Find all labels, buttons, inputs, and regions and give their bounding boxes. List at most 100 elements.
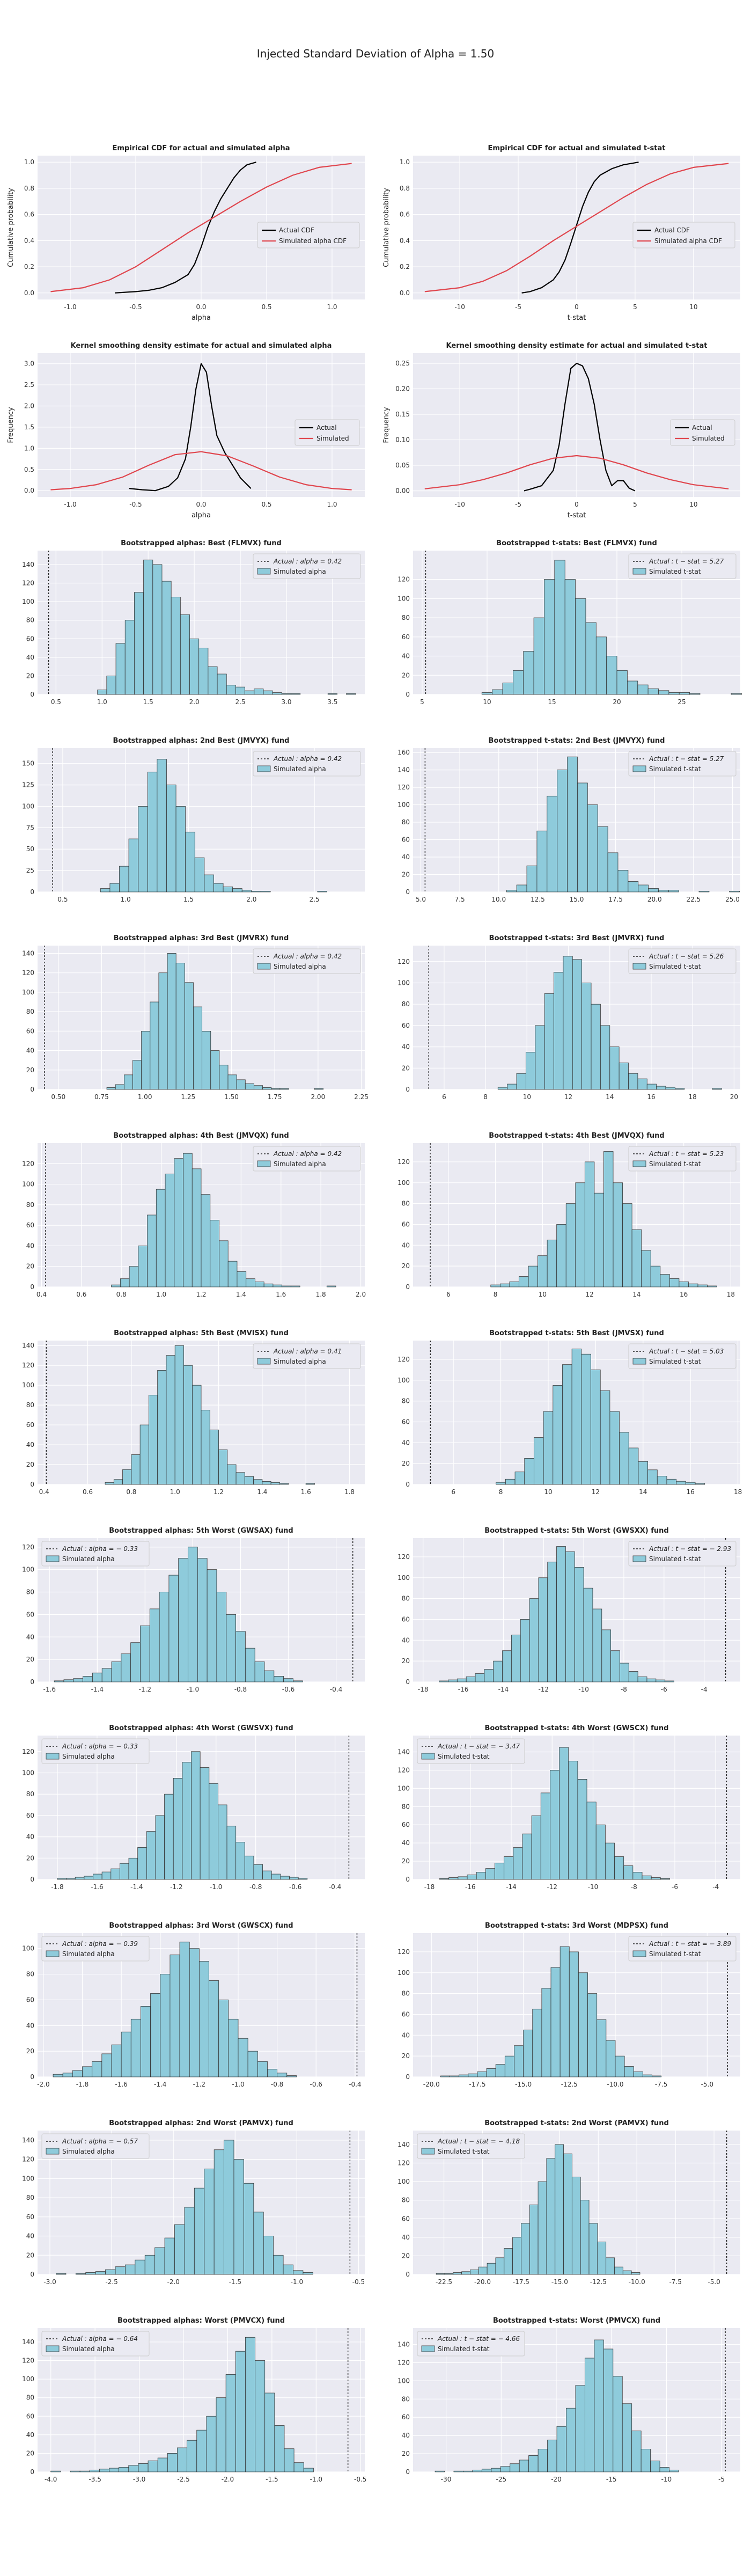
histogram-bar [247, 2051, 258, 2077]
x-tick-label: -12 [538, 1686, 549, 1693]
x-tick-label: 10 [689, 303, 697, 311]
legend-label: Simulated t-stat [649, 765, 701, 773]
histogram-bar [105, 1482, 114, 1485]
chart-svg: -1.0 -0.5 0.0 0.5 1.0 0.0 0.2 0.4 0.6 0.8 1.0 Empir… [7, 144, 365, 322]
chart-svg: -18 -16 -14 -12 -10 -8 -6 -4 0 20 40 60 80 100 120 140 B… [397, 1724, 740, 1891]
histogram-bar [459, 2074, 469, 2077]
y-tick-label: 0.05 [395, 462, 410, 469]
histogram-bar [641, 1250, 651, 1287]
legend-box [41, 1738, 150, 1764]
chart-panel: 5 10 15 20 25 0 20 40 60 80 100 120 Bootstrapped t-s… [376, 529, 751, 727]
histogram-bar [290, 1285, 300, 1287]
histogram-bar [628, 1671, 638, 1682]
x-tick-label: 0.50 [51, 1093, 65, 1101]
histogram-bar [470, 2269, 479, 2275]
histogram-bar [495, 2064, 505, 2077]
y-tick-label: 60 [402, 2413, 410, 2421]
chart-svg: 5 10 15 20 25 0 20 40 60 80 100 120 Bootstrapped t-s… [397, 539, 742, 706]
y-tick-label: 120 [397, 784, 410, 791]
legend-swatch [257, 765, 271, 772]
legend-box [41, 1936, 150, 1962]
histogram-bar [646, 1678, 657, 1682]
legend-box [41, 2133, 150, 2159]
y-tick-label: 80 [26, 1589, 34, 1596]
histogram-bar [660, 1274, 670, 1287]
histogram-bar [167, 2453, 178, 2472]
histogram-bar [569, 1951, 579, 2077]
histogram-bar [665, 1087, 675, 1090]
histogram-bar [616, 670, 628, 695]
x-tick-label: 1.4 [257, 1488, 267, 1496]
x-tick-label: -2.0 [37, 2081, 49, 2088]
y-tick-label: 40 [26, 1242, 34, 1249]
histogram-bar [541, 1988, 551, 2077]
chart-svg: 5.0 7.5 10.0 12.5 15.0 17.5 20.0 22.5 25.0 0 20 40 6… [397, 737, 740, 903]
y-tick-label: 140 [22, 949, 34, 957]
histogram-bar [95, 2271, 106, 2275]
x-tick-label: 0.8 [116, 1291, 127, 1298]
histogram-bar [556, 1546, 566, 1682]
histogram-bar [575, 2385, 585, 2472]
histogram-bar [273, 1284, 283, 1287]
legend-swatch [46, 2345, 60, 2352]
x-tick-label: 1.5 [183, 896, 194, 903]
y-tick-label: 40 [402, 1043, 410, 1051]
chart-svg: -1.6 -1.4 -1.2 -1.0 -0.8 -0.6 -0.4 0 20 40 60 80 100… [22, 1527, 365, 1693]
y-tick-label: 60 [26, 1996, 34, 2003]
histogram-bar [565, 1551, 575, 1682]
histogram-bar [659, 2467, 669, 2472]
x-tick-label: 22.5 [686, 896, 701, 903]
y-tick-label: 40 [26, 1047, 34, 1055]
series-line [50, 163, 352, 292]
legend-label: Actual : alpha = − 0.33 [62, 1743, 138, 1750]
histogram-bar [514, 2045, 524, 2077]
legend-label: Actual : alpha = 0.42 [273, 558, 342, 565]
chart-title: Bootstrapped t-stats: 5th Best (JMVSX) f… [489, 1329, 664, 1337]
x-tick-label: -8 [621, 1686, 627, 1693]
histogram-bar [150, 1001, 159, 1090]
histogram-bar [475, 1673, 485, 1682]
chart-title: Empirical CDF for actual and simulated t… [488, 144, 666, 152]
x-tick-label: -10 [588, 1883, 599, 1891]
legend-label: Actual [316, 424, 337, 431]
y-axis-label: Frequency [382, 407, 391, 443]
histogram-bar [138, 806, 148, 892]
histogram-bar [577, 1779, 587, 1880]
y-tick-label: 0.20 [395, 385, 410, 393]
chart-svg: 0.4 0.6 0.8 1.0 1.2 1.4 1.6 1.8 2.0 0 20 40 60 80 100 1… [22, 1132, 366, 1298]
histogram-bar [140, 1625, 150, 1682]
histogram-bar [519, 2460, 529, 2472]
histogram-bar [500, 2466, 511, 2472]
chart-svg: -1.8 -1.6 -1.4 -1.2 -1.0 -0.8 -0.6 -0.4 0 20 40 60 8… [22, 1724, 365, 1891]
histogram-bar [583, 1587, 593, 1682]
y-tick-label: 80 [402, 614, 410, 621]
chart-svg: -1.0 -0.5 0.0 0.5 1.0 0.0 0.5 1.0 1.5 2.0 2.5 3.0 Ke… [7, 342, 365, 519]
x-tick-label: -1.6 [43, 1686, 56, 1693]
y-tick-label: 100 [22, 802, 34, 810]
histogram-bar [597, 2242, 607, 2275]
y-tick-label: 20 [26, 672, 34, 679]
x-tick-label: 8 [494, 1291, 498, 1298]
histogram-bar [614, 1856, 624, 1880]
histogram-bar [134, 592, 144, 695]
histogram-bar [668, 692, 680, 695]
histogram-bar [565, 1203, 576, 1287]
y-axis-label: Frequency [7, 407, 15, 443]
chart-svg: 0.5 1.0 1.5 2.0 2.5 3.0 3.5 0 20 40 60 80 100 120 140 B… [22, 539, 365, 706]
x-tick-label: -2.0 [222, 2476, 234, 2483]
x-tick-label: 0.0 [196, 303, 206, 311]
y-tick-label: 0 [30, 1678, 34, 1686]
histogram-bar [281, 693, 291, 695]
legend-label: Simulated alpha [274, 1160, 326, 1168]
histogram-bar [640, 2449, 651, 2472]
histogram-bar [272, 692, 282, 695]
chart-panel: -4.0 -3.5 -3.0 -2.5 -2.0 -1.5 -1.0 -0.5 0 20 40 60 8… [0, 2307, 376, 2504]
histogram-bar [121, 2031, 131, 2077]
legend-label: Actual [692, 424, 712, 431]
x-tick-label: 3.0 [281, 698, 291, 706]
histogram-bar [448, 1679, 458, 1682]
legend-label: Simulated [316, 435, 349, 442]
x-tick-label: -1.4 [91, 1686, 104, 1693]
histogram-bar [156, 1189, 166, 1287]
x-tick-label: 1.5 [143, 698, 153, 706]
